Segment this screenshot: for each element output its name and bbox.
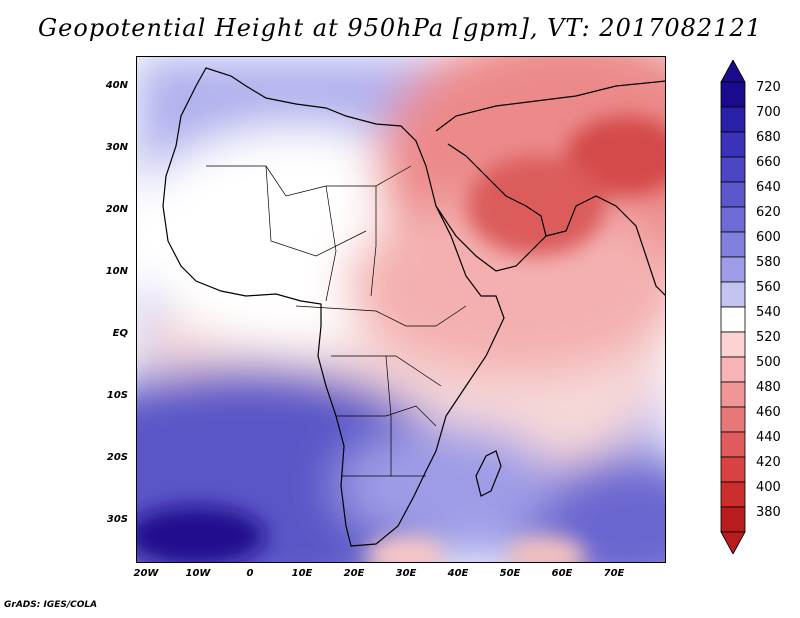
lon-label: 70E <box>603 568 625 579</box>
colorbar-label: 520 <box>756 330 781 345</box>
colorbar-swatch <box>720 256 746 283</box>
lon-label: 10E <box>291 568 313 579</box>
colorbar-swatch <box>720 456 746 483</box>
colorbar <box>720 60 746 554</box>
colorbar-swatch <box>720 356 746 383</box>
colorbar-label: 700 <box>756 105 781 120</box>
geopotential-map <box>136 56 666 563</box>
colorbar-label: 660 <box>756 155 781 170</box>
colorbar-swatch <box>720 231 746 258</box>
colorbar-swatch <box>720 81 746 108</box>
colorbar-label: 640 <box>756 180 781 195</box>
lon-label: 60E <box>551 568 573 579</box>
colorbar-swatch <box>720 431 746 458</box>
lon-label: 40E <box>447 568 469 579</box>
colorbar-label: 440 <box>756 430 781 445</box>
lon-label: 50E <box>499 568 521 579</box>
coastlines <box>162 67 666 547</box>
lat-label: EQ <box>112 328 128 339</box>
colorbar-swatch <box>720 506 746 533</box>
colorbar-label: 720 <box>756 80 781 95</box>
colorbar-swatch <box>720 281 746 308</box>
lon-label: 20E <box>343 568 365 579</box>
colorbar-label: 460 <box>756 405 781 420</box>
colorbar-label: 500 <box>756 355 781 370</box>
colorbar-label: 680 <box>756 130 781 145</box>
colorbar-swatch <box>720 406 746 433</box>
lat-label: 10S <box>106 390 128 401</box>
colorbar-swatch <box>720 481 746 508</box>
colorbar-swatch <box>720 106 746 133</box>
colorbar-label: 580 <box>756 255 781 270</box>
colorbar-label: 620 <box>756 205 781 220</box>
height-core <box>136 116 666 563</box>
lat-label: 40N <box>105 80 128 91</box>
lat-label: 20N <box>105 204 128 215</box>
lat-label: 30S <box>106 514 128 525</box>
colorbar-swatch <box>720 331 746 358</box>
colorbar-label: 540 <box>756 305 781 320</box>
map-title: Geopotential Height at 950hPa [gpm], VT:… <box>38 14 762 42</box>
colorbar-top-triangle <box>720 60 746 83</box>
colorbar-label: 560 <box>756 280 781 295</box>
colorbar-swatch <box>720 181 746 208</box>
colorbar-label: 400 <box>756 480 781 495</box>
colorbar-label: 600 <box>756 230 781 245</box>
colorbar-label: 380 <box>756 505 781 520</box>
lat-label: 10N <box>105 266 128 277</box>
lat-label: 20S <box>106 452 128 463</box>
colorbar-label: 420 <box>756 455 781 470</box>
lon-label: 30E <box>395 568 417 579</box>
colorbar-bottom-triangle <box>720 531 746 554</box>
lon-label: 10W <box>185 568 211 579</box>
credit-text: GrADS: IGES/COLA <box>4 600 98 610</box>
country-borders <box>206 165 467 477</box>
colorbar-swatch <box>720 156 746 183</box>
colorbar-swatch <box>720 206 746 233</box>
lon-label: 20W <box>133 568 159 579</box>
colorbar-swatch <box>720 381 746 408</box>
colorbar-swatch <box>720 131 746 158</box>
lon-label: 0 <box>246 568 254 579</box>
colorbar-label: 480 <box>756 380 781 395</box>
colorbar-swatch <box>720 306 746 333</box>
lat-label: 30N <box>105 142 128 153</box>
